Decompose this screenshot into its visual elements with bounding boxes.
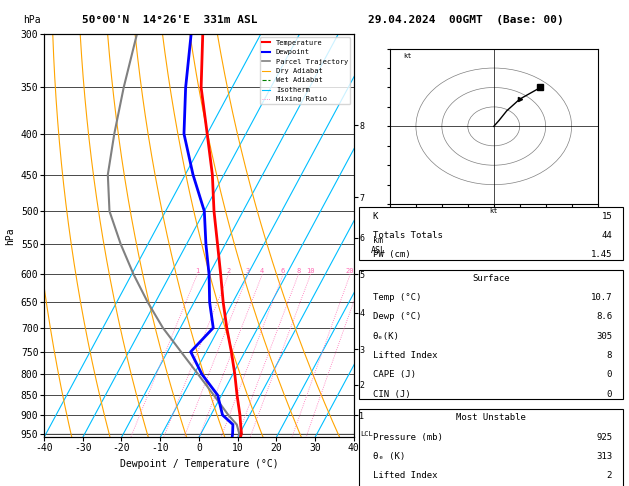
Text: 3: 3 [246,268,250,275]
Text: 1: 1 [195,268,199,275]
Text: 8: 8 [296,268,301,275]
Text: 29.04.2024  00GMT  (Base: 00): 29.04.2024 00GMT (Base: 00) [367,15,564,25]
Text: 8: 8 [607,351,612,360]
Text: Surface: Surface [472,274,510,283]
Text: Pressure (mb): Pressure (mb) [372,433,442,442]
Text: 6: 6 [281,268,285,275]
Y-axis label: hPa: hPa [5,227,15,244]
Text: Lifted Index: Lifted Index [372,471,437,480]
Text: 8.6: 8.6 [596,312,612,321]
Text: θₑ (K): θₑ (K) [372,452,405,461]
Text: 925: 925 [596,433,612,442]
Text: CIN (J): CIN (J) [372,390,410,399]
Text: 2: 2 [226,268,231,275]
Text: 10: 10 [306,268,315,275]
Y-axis label: km
ASL: km ASL [370,236,386,255]
Text: Most Unstable: Most Unstable [456,413,526,422]
Text: 10.7: 10.7 [591,293,612,302]
Text: hPa: hPa [23,15,40,25]
Text: Lifted Index: Lifted Index [372,351,437,360]
Text: 0: 0 [607,390,612,399]
Text: 305: 305 [596,332,612,341]
Text: CAPE (J): CAPE (J) [372,370,416,380]
Text: Temp (°C): Temp (°C) [372,293,421,302]
Text: 50°00'N  14°26'E  331m ASL: 50°00'N 14°26'E 331m ASL [82,15,258,25]
Text: K: K [372,211,378,221]
Text: LCL: LCL [360,431,372,437]
X-axis label: Dewpoint / Temperature (°C): Dewpoint / Temperature (°C) [120,458,278,469]
Text: 15: 15 [601,211,612,221]
Text: θₑ(K): θₑ(K) [372,332,399,341]
Text: 2: 2 [607,471,612,480]
Text: 4: 4 [260,268,264,275]
Text: PW (cm): PW (cm) [372,250,410,259]
Legend: Temperature, Dewpoint, Parcel Trajectory, Dry Adiabat, Wet Adiabat, Isotherm, Mi: Temperature, Dewpoint, Parcel Trajectory… [260,37,350,104]
Text: 20: 20 [346,268,354,275]
Text: 0: 0 [607,370,612,380]
Text: kt: kt [403,53,411,59]
Text: Totals Totals: Totals Totals [372,231,442,240]
Text: 1.45: 1.45 [591,250,612,259]
Text: 313: 313 [596,452,612,461]
Text: Dewp (°C): Dewp (°C) [372,312,421,321]
Text: 44: 44 [601,231,612,240]
